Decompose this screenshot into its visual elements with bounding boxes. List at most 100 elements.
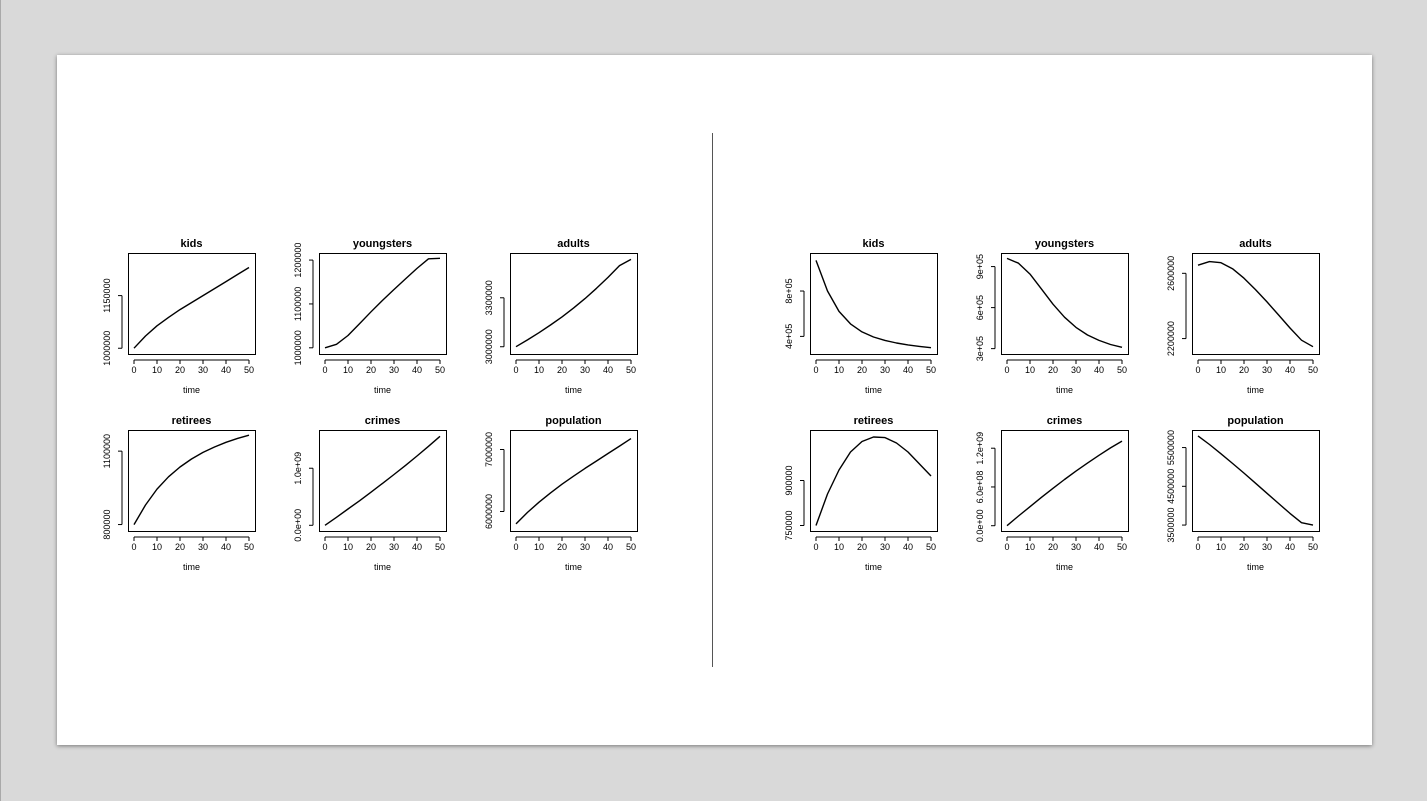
y-tick-label: 0.0e+00 — [975, 509, 985, 542]
y-tick-label: 1000000 — [293, 330, 303, 365]
x-axis-label: time — [865, 385, 882, 395]
y-tick-label: 6.0e+08 — [975, 471, 985, 504]
x-tick-label: 30 — [1262, 542, 1272, 552]
x-tick-label: 50 — [1308, 365, 1318, 375]
y-tick-label: 3000000 — [484, 329, 494, 364]
x-tick-label: 20 — [1239, 542, 1249, 552]
x-tick-label: 40 — [903, 365, 913, 375]
x-axis-label: time — [1247, 562, 1264, 572]
x-tick-label: 40 — [603, 542, 613, 552]
series-line — [1197, 260, 1314, 348]
x-tick-label: 40 — [603, 365, 613, 375]
plot-frame — [810, 430, 938, 532]
y-tick-label: 900000 — [784, 465, 794, 495]
x-tick-label: 20 — [557, 365, 567, 375]
y-tick-label: 5500000 — [1166, 430, 1176, 465]
x-tick-label: 40 — [903, 542, 913, 552]
x-tick-label: 20 — [366, 542, 376, 552]
x-tick-label: 10 — [834, 365, 844, 375]
x-tick-label: 10 — [1025, 542, 1035, 552]
plot-right-population: population 0 10 20 30 40 50 time 3500000 4500000 5… — [1166, 415, 1320, 572]
plot-right-youngsters: youngsters 0 10 20 30 40 50 time 3e+05 6e+05 9e+05 — [975, 238, 1129, 395]
x-tick-label: 10 — [834, 542, 844, 552]
x-tick-label: 40 — [412, 365, 422, 375]
series-line — [1006, 257, 1123, 348]
x-axis-label: time — [565, 562, 582, 572]
x-tick-label: 50 — [626, 365, 636, 375]
x-axis-label: time — [1056, 385, 1073, 395]
x-tick-label: 20 — [857, 542, 867, 552]
document-page: kids 0 10 20 30 40 50 time 1000000 1150000 youngst… — [57, 55, 1372, 745]
x-tick-label: 50 — [244, 365, 254, 375]
y-tick-label: 4e+05 — [784, 324, 794, 349]
x-tick-label: 40 — [1285, 542, 1295, 552]
y-tick-label: 9e+05 — [975, 254, 985, 279]
x-tick-label: 20 — [857, 365, 867, 375]
plot-left-crimes: crimes 0 10 20 30 40 50 time 0.0e+00 1.0e+09 — [293, 415, 447, 572]
y-tick-label: 1100000 — [102, 434, 112, 468]
plot-right-crimes: crimes 0 10 20 30 40 50 time 0.0e+00 6.0e+08 1.2e+… — [975, 415, 1129, 572]
plot-left-retirees: retirees 0 10 20 30 40 50 time 800000 1100000 — [102, 415, 256, 572]
x-tick-label: 10 — [1025, 365, 1035, 375]
x-tick-label: 0 — [1004, 542, 1009, 552]
y-tick-label: 1100000 — [293, 287, 303, 321]
series-line — [515, 258, 632, 348]
series-line — [324, 435, 441, 526]
x-tick-label: 30 — [880, 542, 890, 552]
series-line — [815, 436, 932, 526]
plot-title: crimes — [365, 415, 400, 427]
y-tick-label: 7000000 — [484, 432, 494, 467]
plot-frame — [319, 430, 447, 532]
plot-title: adults — [557, 238, 589, 250]
y-tick-label: 2600000 — [1166, 256, 1176, 291]
plot-title: population — [1227, 415, 1283, 427]
x-tick-label: 30 — [580, 365, 590, 375]
plot-frame — [1192, 253, 1320, 355]
series-line — [133, 434, 250, 525]
x-tick-label: 0 — [131, 542, 136, 552]
x-tick-label: 10 — [152, 365, 162, 375]
x-tick-label: 40 — [221, 365, 231, 375]
x-tick-label: 10 — [1216, 365, 1226, 375]
x-tick-label: 0 — [322, 365, 327, 375]
plot-frame — [319, 253, 447, 355]
x-axis-label: time — [565, 385, 582, 395]
plot-frame — [810, 253, 938, 355]
y-tick-label: 2200000 — [1166, 321, 1176, 356]
x-tick-label: 30 — [1071, 365, 1081, 375]
x-tick-label: 0 — [513, 542, 518, 552]
plot-right-kids: kids 0 10 20 30 40 50 time 4e+05 8e+05 — [784, 238, 938, 395]
plot-frame — [510, 430, 638, 532]
x-tick-label: 50 — [435, 365, 445, 375]
x-tick-label: 10 — [1216, 542, 1226, 552]
y-tick-label: 3300000 — [484, 280, 494, 315]
plot-title: kids — [862, 238, 884, 250]
plot-frame — [128, 253, 256, 355]
window-left-edge — [0, 0, 1, 801]
series-line — [1006, 440, 1123, 527]
y-tick-label: 3e+05 — [975, 336, 985, 361]
x-tick-label: 10 — [343, 365, 353, 375]
x-tick-label: 0 — [1195, 542, 1200, 552]
x-tick-label: 50 — [1117, 365, 1127, 375]
plot-frame — [128, 430, 256, 532]
x-tick-label: 50 — [926, 365, 936, 375]
x-tick-label: 30 — [198, 365, 208, 375]
x-tick-label: 20 — [175, 365, 185, 375]
plot-right-retirees: retirees 0 10 20 30 40 50 time 750000 900000 — [784, 415, 938, 572]
y-tick-label: 800000 — [102, 510, 112, 540]
x-axis-label: time — [183, 385, 200, 395]
x-axis-label: time — [865, 562, 882, 572]
x-tick-label: 20 — [1239, 365, 1249, 375]
x-tick-label: 20 — [1048, 542, 1058, 552]
y-tick-label: 8e+05 — [784, 278, 794, 303]
series-line — [515, 438, 632, 525]
y-tick-label: 1.0e+09 — [293, 452, 303, 485]
x-tick-label: 30 — [1262, 365, 1272, 375]
plot-right-adults: adults 0 10 20 30 40 50 time 2200000 2600000 — [1166, 238, 1320, 395]
x-tick-label: 40 — [412, 542, 422, 552]
x-tick-label: 30 — [580, 542, 590, 552]
x-tick-label: 10 — [152, 542, 162, 552]
